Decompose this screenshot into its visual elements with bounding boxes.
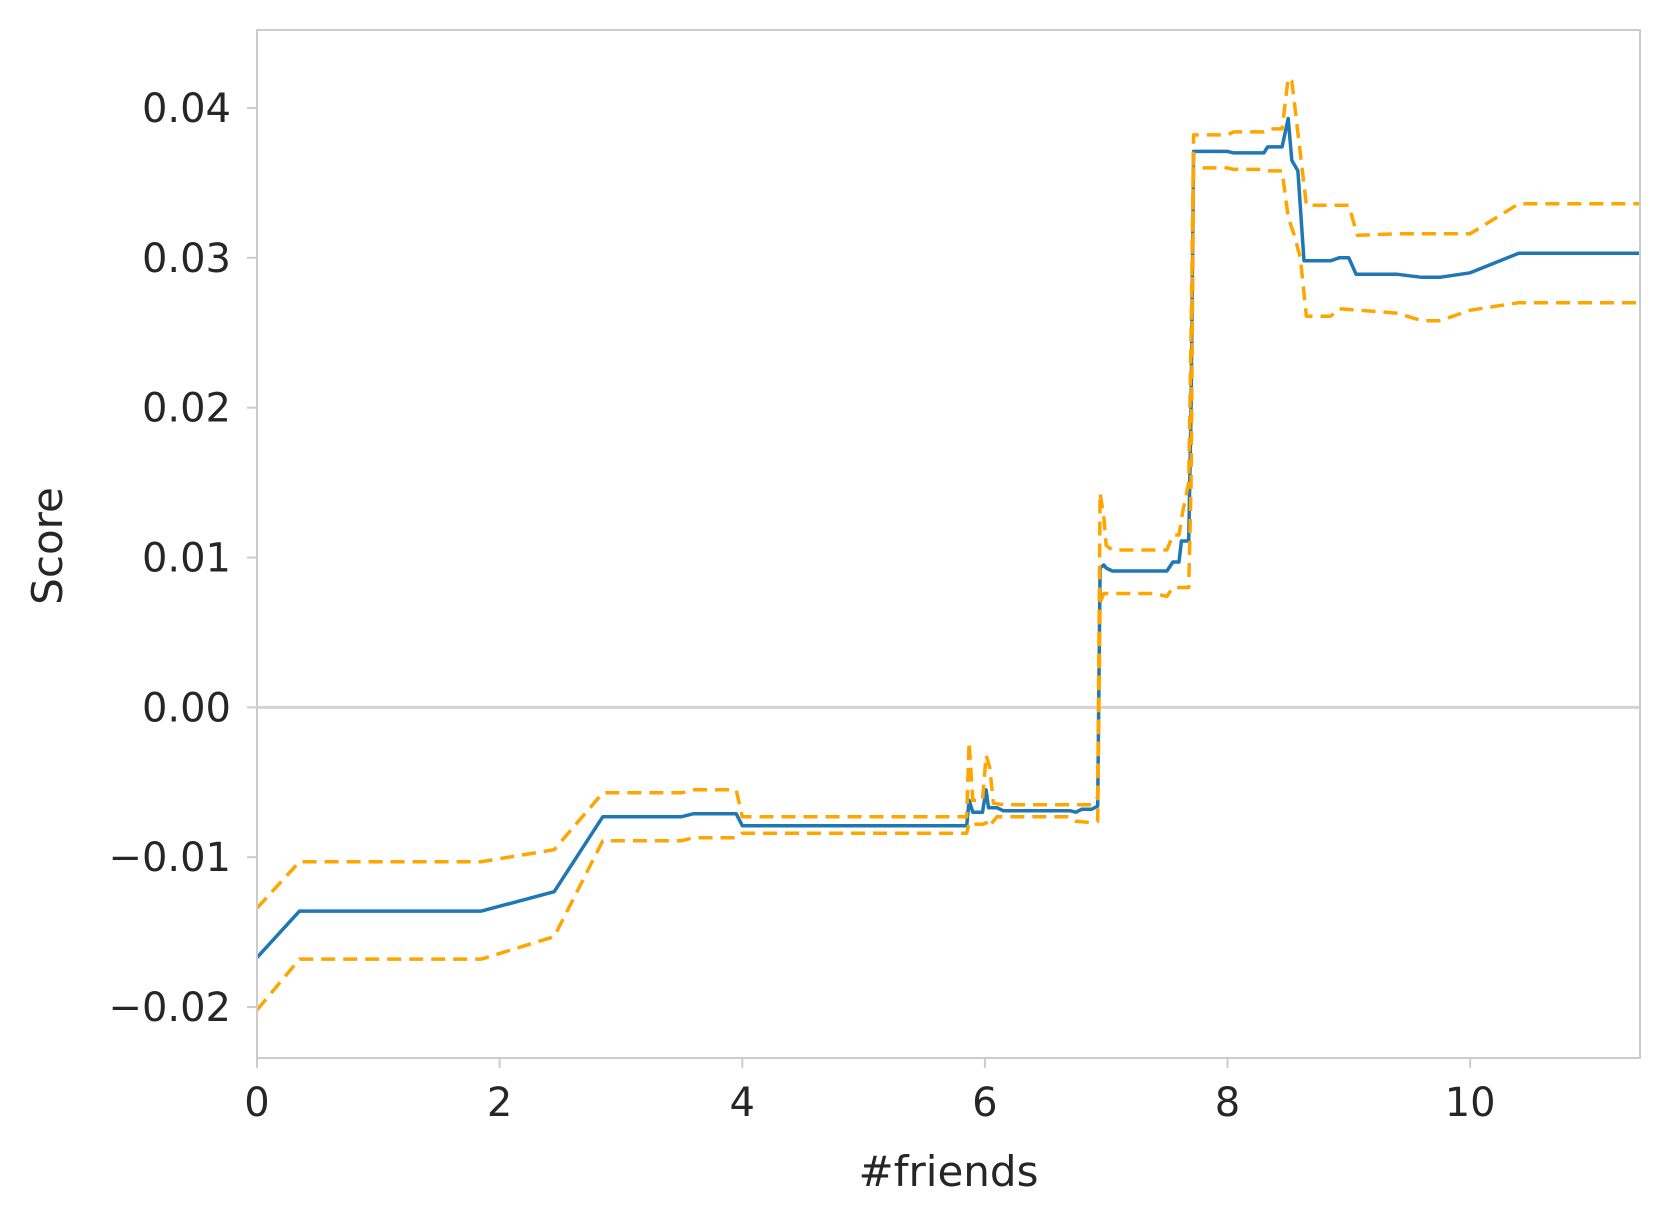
axes-spines	[256, 29, 1641, 1059]
x-tick-label: 0	[244, 1080, 269, 1126]
x-axis-ticks: 0 2 4 6 8 10	[244, 1058, 1496, 1126]
x-axis-label: #friends	[859, 1147, 1039, 1196]
y-tick-label: 0.02	[142, 386, 231, 432]
x-tick-label: 2	[487, 1080, 512, 1126]
x-tick-label: 10	[1445, 1080, 1496, 1126]
y-tick-label: −0.01	[108, 835, 231, 881]
y-tick-label: −0.02	[108, 985, 231, 1031]
x-tick-label: 8	[1215, 1080, 1240, 1126]
y-tick-label: 0.01	[142, 535, 231, 581]
y-tick-label: 0.04	[142, 86, 231, 132]
upper-series-line	[255, 76, 1640, 910]
x-tick-label: 4	[730, 1080, 755, 1126]
series-layer	[255, 76, 1640, 1012]
y-axis-ticks: −0.02 −0.01 0.00 0.01 0.02 0.03 0.04	[108, 86, 257, 1031]
plot-frame	[256, 29, 1641, 1059]
y-tick-label: 0.00	[142, 685, 231, 731]
y-axis-label: Score	[23, 487, 72, 605]
mean-series-line	[255, 116, 1640, 959]
y-tick-label: 0.03	[142, 236, 231, 282]
x-tick-label: 6	[972, 1080, 997, 1126]
